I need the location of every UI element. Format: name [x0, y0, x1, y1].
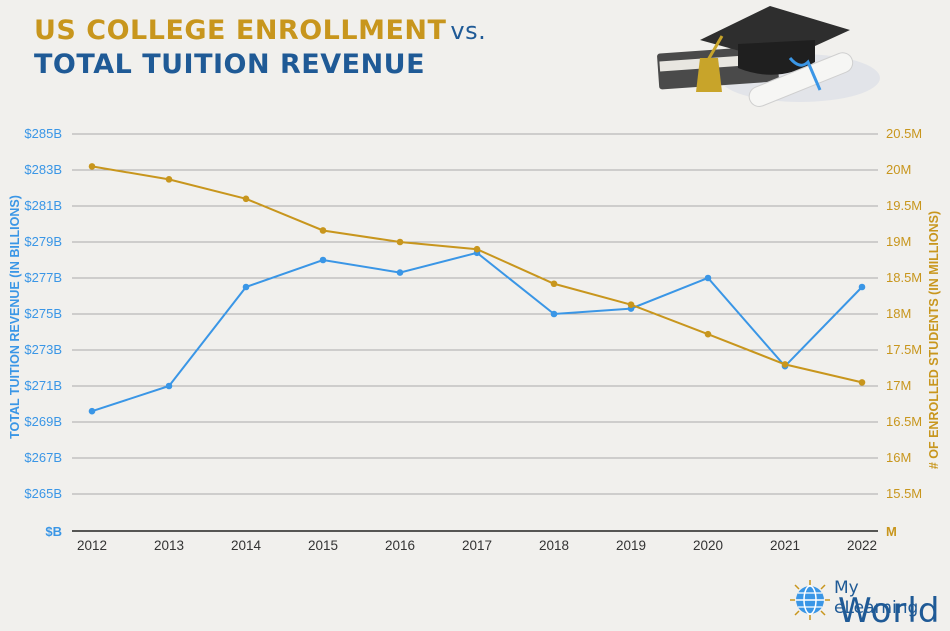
left-tick-label: $279B: [24, 234, 62, 249]
x-axis-ticks: 2012 2013 2014 2015 2016 2017 2018 2019 2020 2021…: [77, 538, 877, 553]
revenue-point: [858, 283, 866, 291]
title-enrollment: US COLLEGE ENROLLMENT: [34, 15, 447, 46]
enrollment-point: [704, 330, 712, 338]
right-tick-label: 17.5M: [886, 342, 922, 357]
revenue-point: [319, 256, 327, 264]
enrollment-point: [627, 301, 635, 308]
left-tick-label: $285B: [24, 126, 62, 141]
left-tick-label: $275B: [24, 306, 62, 321]
right-axis-ticks: 15.5M 16M 16.5M 17M 17.5M 18M 18.5M 19M 19.5M 20M…: [886, 126, 922, 539]
chart-title: US COLLEGE ENROLLMENT vs. TOTAL TUITION R…: [34, 14, 486, 82]
left-axis-label: TOTAL TUITION REVENUE (IN BILLIONS): [8, 195, 22, 439]
left-tick-label: $265B: [24, 486, 62, 501]
right-tick-label: 18.5M: [886, 270, 922, 285]
enrollment-point: [781, 361, 789, 368]
left-axis-ticks: $265B $267B $269B $271B $273B $275B $277B $279B…: [24, 126, 62, 539]
revenue-point: [165, 382, 173, 390]
enrollment-point: [858, 379, 866, 386]
enrollment-point: [319, 227, 327, 234]
right-tick-label: 16M: [886, 450, 911, 465]
x-tick-label: 2022: [847, 538, 877, 553]
x-tick-label: 2015: [308, 538, 338, 553]
title-vs: vs.: [450, 17, 487, 45]
revenue-point: [550, 310, 558, 318]
revenue-point: [396, 269, 404, 276]
enrollment-point: [396, 238, 404, 246]
right-tick-label: 20.5M: [886, 126, 922, 141]
revenue-line: [91, 251, 863, 413]
x-tick-label: 2013: [154, 538, 184, 553]
right-tick-label: 16.5M: [886, 414, 922, 429]
x-tick-label: 2021: [770, 538, 800, 553]
right-tick-label: 18M: [886, 306, 911, 321]
left-tick-label: $269B: [24, 414, 62, 429]
left-tick-label: $267B: [24, 450, 62, 465]
x-tick-label: 2012: [77, 538, 107, 553]
x-tick-label: 2020: [693, 538, 723, 553]
right-axis-label: # OF ENROLLED STUDENTS (IN MILLIONS): [927, 211, 941, 469]
left-zero-label: $B: [45, 524, 62, 539]
revenue-point: [242, 283, 250, 291]
x-tick-label: 2017: [462, 538, 492, 553]
left-tick-label: $281B: [24, 198, 62, 213]
series-layer: [88, 163, 866, 415]
gridlines: [72, 133, 878, 532]
enrollment-point: [473, 245, 481, 253]
right-tick-label: 19M: [886, 234, 911, 249]
enrollment-point: [550, 280, 558, 288]
enrollment-point: [165, 176, 173, 183]
enrollment-point: [88, 163, 96, 170]
left-tick-label: $277B: [24, 270, 62, 285]
right-tick-label: 17M: [886, 378, 911, 393]
globe-icon: [790, 580, 830, 620]
graduation-cap-icon: [657, 6, 880, 107]
right-tick-label: 15.5M: [886, 486, 922, 501]
logo-text-line2: World: [838, 591, 941, 631]
x-tick-label: 2018: [539, 538, 569, 553]
revenue-point: [88, 407, 96, 415]
x-tick-label: 2019: [616, 538, 646, 553]
enrollment-point: [242, 195, 250, 203]
right-tick-label: 19.5M: [886, 198, 922, 213]
title-revenue: TOTAL TUITION REVENUE: [34, 49, 426, 80]
left-tick-label: $271B: [24, 378, 62, 393]
title-line-1: US COLLEGE ENROLLMENT vs.: [34, 14, 486, 48]
left-tick-label: $283B: [24, 162, 62, 177]
right-zero-label: M: [886, 524, 897, 539]
logo-text-line1: My eLearning: [834, 578, 919, 618]
left-tick-label: $273B: [24, 342, 62, 357]
logo: My eLearning World: [788, 574, 948, 631]
x-tick-label: 2014: [231, 538, 262, 553]
revenue-point: [704, 274, 712, 282]
right-tick-label: 20M: [886, 162, 911, 177]
x-tick-label: 2016: [385, 538, 415, 553]
